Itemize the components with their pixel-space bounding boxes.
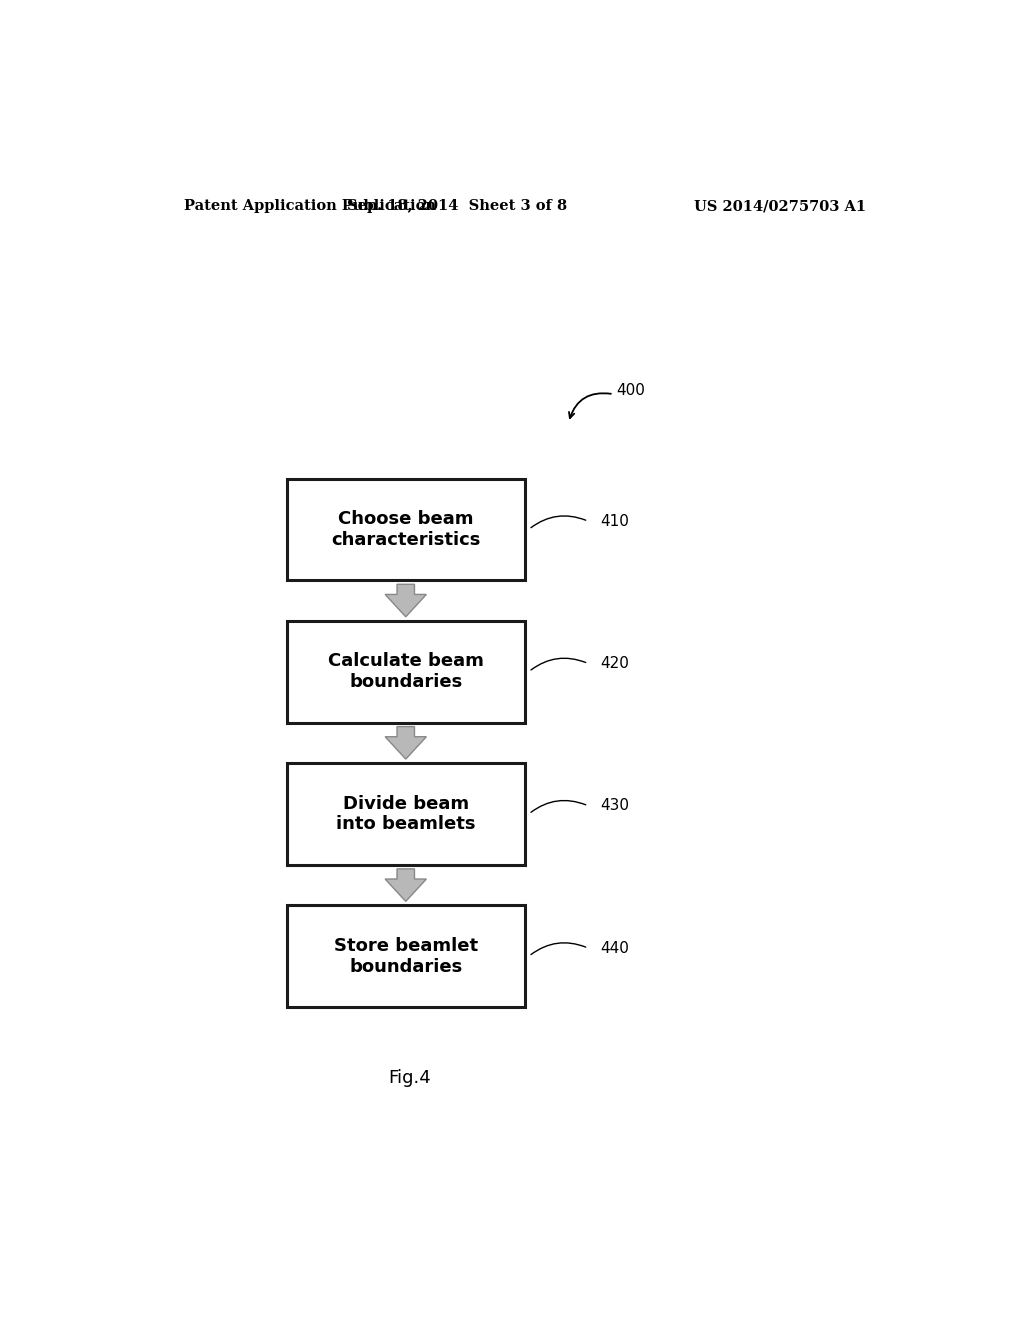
- Text: Sep. 18, 2014  Sheet 3 of 8: Sep. 18, 2014 Sheet 3 of 8: [347, 199, 567, 213]
- Polygon shape: [385, 585, 426, 616]
- FancyBboxPatch shape: [287, 906, 524, 1007]
- Text: Divide beam
into beamlets: Divide beam into beamlets: [336, 795, 475, 833]
- Polygon shape: [385, 869, 426, 902]
- Text: 400: 400: [616, 383, 645, 397]
- Text: Calculate beam
boundaries: Calculate beam boundaries: [328, 652, 483, 692]
- Text: 420: 420: [600, 656, 629, 671]
- Polygon shape: [385, 726, 426, 759]
- Text: Choose beam
characteristics: Choose beam characteristics: [331, 510, 480, 549]
- Text: Patent Application Publication: Patent Application Publication: [183, 199, 435, 213]
- FancyBboxPatch shape: [287, 479, 524, 581]
- Text: 410: 410: [600, 513, 629, 529]
- Text: US 2014/0275703 A1: US 2014/0275703 A1: [694, 199, 866, 213]
- Text: Store beamlet
boundaries: Store beamlet boundaries: [334, 937, 478, 975]
- Text: 440: 440: [600, 941, 629, 956]
- FancyBboxPatch shape: [287, 620, 524, 722]
- Text: 430: 430: [600, 799, 629, 813]
- Text: Fig.4: Fig.4: [388, 1069, 431, 1088]
- FancyBboxPatch shape: [287, 763, 524, 865]
